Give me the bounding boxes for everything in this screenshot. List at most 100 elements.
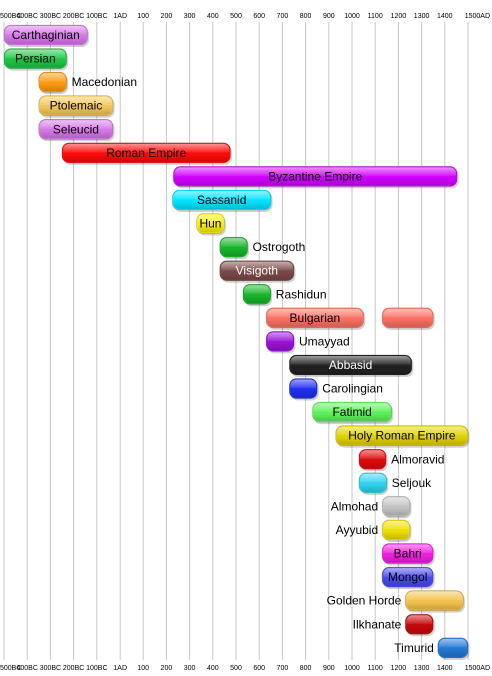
x-tick-label-bottom: 1AD xyxy=(113,665,127,672)
x-tick-label-bottom: 100BC xyxy=(86,665,107,672)
empire-bar-almoravid: Almoravid xyxy=(358,448,444,472)
x-tick-label-top: 700 xyxy=(277,13,289,20)
x-tick-label-top: 800 xyxy=(300,13,312,20)
empire-label: Byzantine Empire xyxy=(268,169,362,183)
empire-label: Rashidun xyxy=(276,287,327,301)
empire-label: Timurid xyxy=(394,641,434,655)
empire-label: Umayyad xyxy=(299,334,350,348)
x-tick-label-top: 200 xyxy=(161,13,173,20)
bar-gloss xyxy=(243,285,270,304)
x-tick-label-top: 300BC xyxy=(40,13,61,20)
bar-gloss xyxy=(174,167,457,186)
x-tick-label-bottom: 100 xyxy=(137,665,149,672)
empire-label: Almohad xyxy=(331,499,378,513)
bar-gloss xyxy=(39,96,113,115)
x-tick-label-top: 900 xyxy=(323,13,335,20)
empire-label: Hun xyxy=(199,217,221,231)
x-tick-label-bottom: 900 xyxy=(323,665,335,672)
empire-label: Ostrogoth xyxy=(253,240,306,254)
empire-label: Persian xyxy=(15,52,56,66)
x-tick-label-top: 1300 xyxy=(414,13,430,20)
x-tick-label-top: 400 xyxy=(207,13,219,20)
empire-label: Seleucid xyxy=(53,122,99,136)
x-tick-label-bottom: 1000 xyxy=(344,665,360,672)
empire-bar-macedonian: Macedonian xyxy=(38,71,137,95)
empire-bar-persian: Persian xyxy=(3,48,69,71)
empire-bar-bahri: Bahri xyxy=(381,543,435,566)
empire-label: Bahri xyxy=(394,547,422,561)
empire-bar-ostrogoth: Ostrogoth xyxy=(219,236,306,260)
empire-label: Roman Empire xyxy=(106,146,186,160)
empire-bar-seleucid: Seleucid xyxy=(38,118,115,142)
bar-gloss xyxy=(290,355,411,374)
empire-bar-carolingian: Carolingian xyxy=(289,378,383,401)
empire-label: Fatimid xyxy=(332,405,371,419)
bar-gloss xyxy=(383,308,433,327)
empire-label: Sassanid xyxy=(197,193,246,207)
empire-bar-bulgarian: Bulgarian xyxy=(265,307,435,330)
bar-gloss xyxy=(383,520,409,539)
empire-label: Mongol xyxy=(388,570,427,584)
empire-bar-ptolemaic: Ptolemaic xyxy=(38,95,115,118)
empire-bar-rashidun: Rashidun xyxy=(242,283,327,307)
x-tick-label-top: 300 xyxy=(184,13,196,20)
empire-bar-ayyubid: Ayyubid xyxy=(336,519,412,542)
x-tick-label-bottom: 300 xyxy=(184,665,196,672)
bar-gloss xyxy=(39,73,66,92)
x-tick-label-top: 600 xyxy=(253,13,265,20)
empire-bar-umayyad: Umayyad xyxy=(265,331,350,354)
x-tick-label-bottom: 1400 xyxy=(437,665,453,672)
empire-bar-byzantine-empire: Byzantine Empire xyxy=(173,166,459,189)
x-tick-label-bottom: 1200 xyxy=(391,665,407,672)
x-tick-label-bottom: 600 xyxy=(253,665,265,672)
x-tick-label-bottom: 400BC xyxy=(16,665,37,672)
x-tick-label-bottom: 400 xyxy=(207,665,219,672)
empire-bar-timurid: Timurid xyxy=(394,637,470,660)
bar-gloss xyxy=(220,261,293,280)
x-tick-label-bottom: 800 xyxy=(300,665,312,672)
x-tick-label-bottom: 1100 xyxy=(368,665,383,672)
bar-gloss xyxy=(63,143,230,162)
empire-bar-golden-horde: Golden Horde xyxy=(327,590,465,613)
x-tick-label-top: 200BC xyxy=(63,13,84,20)
x-tick-label-bottom: 1300 xyxy=(414,665,430,672)
empire-label: Golden Horde xyxy=(327,594,402,608)
bar-gloss xyxy=(383,568,433,587)
x-tick-label-bottom: 1500AD xyxy=(465,665,490,672)
bar-gloss xyxy=(406,615,433,634)
bar-gloss xyxy=(359,473,386,492)
bar-gloss xyxy=(406,591,463,610)
empire-bar-ilkhanate: Ilkhanate xyxy=(353,613,435,637)
x-tick-label-top: 400BC xyxy=(16,13,37,20)
empire-bar-sassanid: Sassanid xyxy=(172,189,273,212)
bar-gloss xyxy=(383,544,433,563)
bar-gloss xyxy=(290,379,317,398)
x-tick-label-top: 1400 xyxy=(437,13,453,20)
bar-gloss xyxy=(313,403,391,422)
empire-bar-seljouk: Seljouk xyxy=(358,472,432,495)
empire-label: Abbasid xyxy=(329,358,372,372)
bar-gloss xyxy=(220,238,247,257)
x-tick-label-top: 500BC xyxy=(0,13,21,20)
x-tick-label-bottom: 500BC xyxy=(0,665,21,672)
empire-label: Seljouk xyxy=(392,476,432,490)
bar-gloss xyxy=(5,49,66,68)
x-tick-label-top: 1000 xyxy=(344,13,360,20)
x-tick-label-top: 100BC xyxy=(86,13,107,20)
x-tick-label-bottom: 300BC xyxy=(40,665,61,672)
empire-label: Ptolemaic xyxy=(50,99,103,113)
x-tick-label-top: 100 xyxy=(137,13,149,20)
bar-gloss xyxy=(383,497,409,516)
bar-gloss xyxy=(39,120,113,139)
empire-bars: Carthaginian Persian Macedonian Ptolemaic Se… xyxy=(3,24,470,660)
empire-label: Almoravid xyxy=(391,452,444,466)
bar-gloss xyxy=(359,450,386,469)
x-tick-label-bottom: 200BC xyxy=(63,665,84,672)
bar-gloss xyxy=(267,332,293,351)
bar-gloss xyxy=(336,426,467,445)
x-tick-label-top: 1100 xyxy=(368,13,383,20)
empire-label: Holy Roman Empire xyxy=(348,429,456,443)
empire-bar-holy-roman-empire: Holy Roman Empire xyxy=(335,425,470,448)
